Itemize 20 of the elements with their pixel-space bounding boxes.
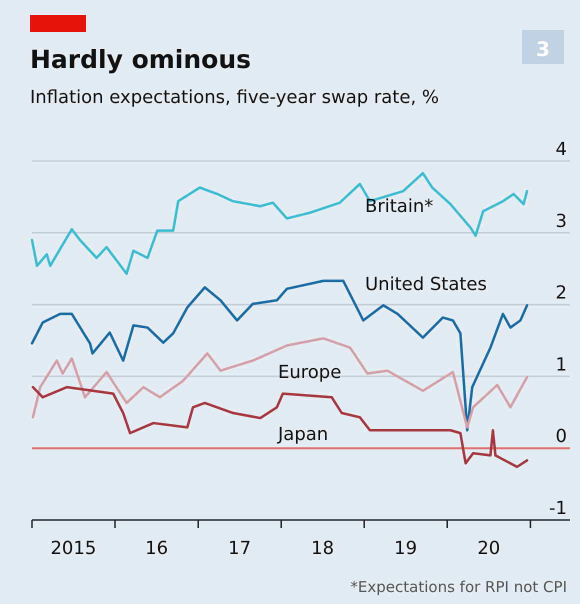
x-tick-label: 16: [145, 538, 168, 559]
y-tick-label: 1: [556, 354, 567, 376]
x-tick-label: 2015: [50, 538, 96, 559]
series-label: Europe: [278, 362, 342, 383]
y-tick-label: -1: [549, 498, 567, 519]
y-tick-label: 0: [556, 426, 567, 448]
chart-title: Hardly ominous: [30, 45, 252, 74]
chart-subtitle: Inflation expectations, five-year swap rate, %: [30, 87, 439, 108]
y-tick-label: 2: [556, 282, 567, 304]
text: 3: [536, 37, 550, 61]
series-label: Japan: [277, 424, 328, 445]
text: *Expectations for RPI not CPI: [350, 578, 567, 596]
x-tick-label: 20: [477, 538, 500, 559]
x-tick-label: 19: [394, 538, 418, 559]
series-label: United States: [365, 274, 487, 295]
x-tick-label: 17: [228, 538, 252, 559]
x-tick-label: 18: [311, 538, 334, 559]
series-label: Britain*: [365, 196, 434, 217]
y-tick-label: 3: [556, 210, 567, 232]
y-tick-label: 4: [556, 139, 567, 160]
